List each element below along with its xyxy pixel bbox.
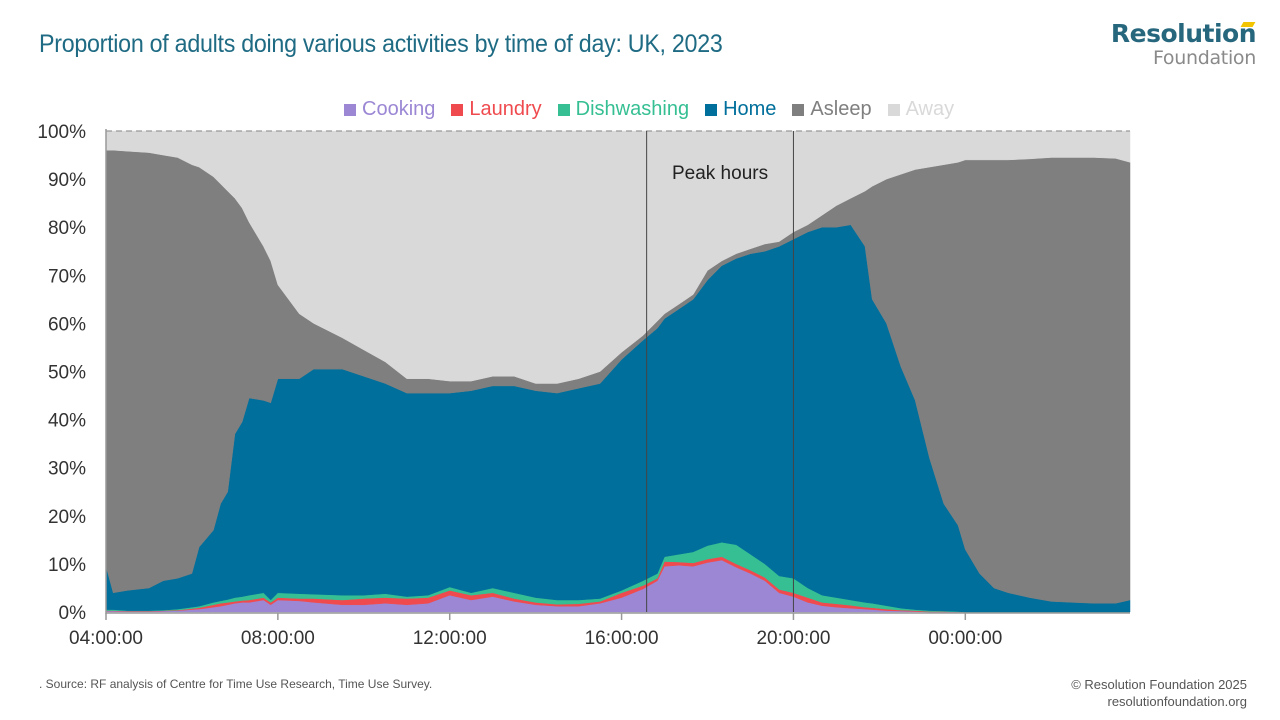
x-tick-label: 12:00:00 (413, 628, 487, 649)
y-tick-label: 50% (48, 363, 86, 384)
copyright: © Resolution Foundation 2025 (1071, 677, 1247, 692)
y-tick-label: 70% (48, 266, 86, 287)
legend-swatch (792, 103, 805, 116)
y-tick-label: 90% (48, 170, 86, 191)
y-tick-label: 100% (37, 122, 86, 143)
y-tick-label: 80% (48, 218, 86, 239)
x-tick-label: 16:00:00 (585, 628, 659, 649)
peak-hours-annotation: Peak hours (646, 131, 794, 612)
legend-label: Laundry (469, 98, 542, 120)
area-away (105, 130, 1131, 384)
legend-item-laundry: Laundry (451, 98, 542, 121)
peak-hours-label: Peak hours (672, 163, 768, 184)
legend-item-cooking: Cooking (344, 98, 435, 121)
x-tick-label: 04:00:00 (69, 628, 143, 649)
legend-item-asleep: Asleep (792, 98, 872, 121)
legend-label: Asleep (810, 98, 872, 120)
area-layers (105, 130, 1131, 613)
y-tick-label: 60% (48, 314, 86, 335)
y-tick-label: 30% (48, 459, 86, 480)
legend-label: Away (905, 98, 955, 120)
credit: © Resolution Foundation 2025 resolutionf… (1071, 676, 1247, 710)
y-tick-label: 20% (48, 507, 86, 528)
legend-swatch (887, 103, 900, 116)
axes: 0% 10% 20% 30% 40% 50% 60% 70% 80% 90% 100% 04:00:0… (37, 122, 1130, 649)
legend-item-dishwashing: Dishwashing (557, 98, 690, 121)
legend-label: Dishwashing (575, 98, 690, 120)
source-note: . Source: RF analysis of Centre for Time… (39, 677, 433, 691)
legend-swatch (557, 103, 570, 116)
chart-legend: Cooking Laundry Dishwashing Home Asleep Away (344, 98, 970, 121)
legend-item-away: Away (887, 98, 955, 121)
x-tick-label: 08:00:00 (241, 628, 315, 649)
logo-line-1: Resolution (1110, 19, 1257, 48)
resolution-foundation-logo: Resolution Foundation (1110, 19, 1257, 69)
website: resolutionfoundation.org (1107, 694, 1248, 709)
legend-label: Cooking (362, 98, 436, 120)
legend-swatch (344, 103, 356, 116)
legend-item-home: Home (705, 98, 776, 121)
y-tick-label: 0% (59, 603, 87, 624)
x-tick-label: 20:00:00 (756, 628, 830, 649)
legend-label: Home (723, 98, 777, 120)
chart-title: Proportion of adults doing various activ… (39, 30, 723, 58)
y-tick-label: 40% (48, 411, 86, 432)
legend-swatch (705, 103, 718, 116)
logo-line-2: Foundation (1152, 47, 1256, 69)
y-tick-label: 10% (48, 555, 86, 576)
legend-swatch (451, 103, 464, 116)
x-tick-label: 00:00:00 (928, 628, 1002, 649)
